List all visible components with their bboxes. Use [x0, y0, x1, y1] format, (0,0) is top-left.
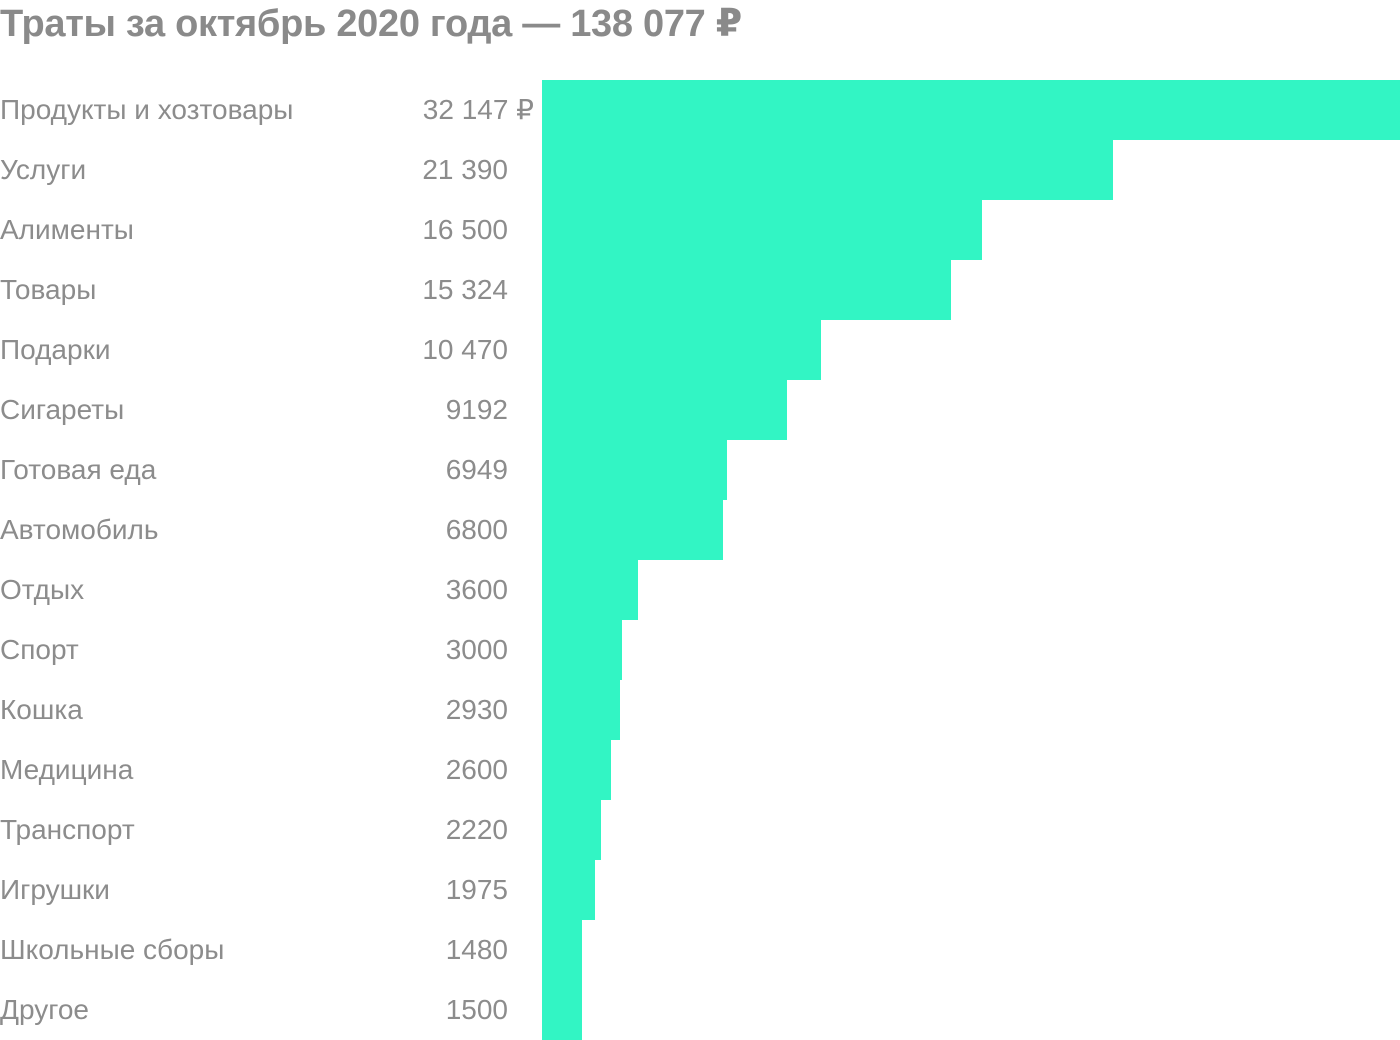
- bar-row: Автомобиль 6800: [0, 500, 1400, 560]
- bar: [542, 260, 951, 320]
- value-label: 2220: [445, 814, 508, 845]
- category-label: Автомобиль: [0, 514, 159, 545]
- bar: [542, 560, 638, 620]
- bar: [542, 740, 611, 800]
- bar-chart: Продукты и хозтовары 32 147 ₽ Услуги 21 390…: [0, 80, 1400, 1040]
- bar-row: Готовая еда 6949: [0, 440, 1400, 500]
- bar-row: Товары 15 324: [0, 260, 1400, 320]
- category-label: Школьные сборы: [0, 934, 225, 965]
- bar: [542, 320, 821, 380]
- category-label: Транспорт: [0, 814, 135, 845]
- category-label: Кошка: [0, 694, 83, 725]
- bar-row: Услуги 21 390: [0, 140, 1400, 200]
- bar: [542, 620, 622, 680]
- value-label: 2930: [445, 694, 508, 725]
- bar-row: Продукты и хозтовары 32 147 ₽: [0, 80, 1400, 140]
- value-label: 6800: [445, 514, 508, 545]
- bar-row: Алименты 16 500: [0, 200, 1400, 260]
- bar-row: Кошка 2930: [0, 680, 1400, 740]
- category-label: Другое: [0, 994, 89, 1025]
- value-label: 3000: [445, 634, 508, 665]
- value-label: 3600: [445, 574, 508, 605]
- bar-row: Подарки 10 470: [0, 320, 1400, 380]
- value-label: 2600: [445, 754, 508, 785]
- bar: [542, 140, 1113, 200]
- category-label: Сигареты: [0, 394, 125, 425]
- category-label: Спорт: [0, 634, 79, 665]
- bar-row: Медицина 2600: [0, 740, 1400, 800]
- value-label: 10 470: [422, 334, 508, 365]
- bar: [542, 860, 595, 920]
- bar-row: Спорт 3000: [0, 620, 1400, 680]
- bar: [542, 200, 982, 260]
- value-label: 16 500: [422, 214, 508, 245]
- category-label: Услуги: [0, 154, 87, 185]
- bar: [542, 920, 582, 980]
- value-label: 6949: [445, 454, 508, 485]
- category-label: Готовая еда: [0, 454, 157, 485]
- chart-title: Траты за октябрь 2020 года — 138 077 ₽: [0, 3, 742, 45]
- bar-row: Сигареты 9192: [0, 380, 1400, 440]
- bar: [542, 500, 723, 560]
- bar-row: Отдых 3600: [0, 560, 1400, 620]
- bar-row: Другое 1500: [0, 980, 1400, 1040]
- category-label: Игрушки: [0, 874, 110, 905]
- bar: [542, 680, 620, 740]
- bar: [542, 980, 582, 1040]
- category-label: Продукты и хозтовары: [0, 94, 294, 125]
- bar: [542, 380, 787, 440]
- bar: [542, 800, 601, 860]
- category-label: Подарки: [0, 334, 111, 365]
- category-label: Отдых: [0, 574, 85, 605]
- bar-row: Школьные сборы 1480: [0, 920, 1400, 980]
- bar-row: Транспорт 2220: [0, 800, 1400, 860]
- value-label: 15 324: [422, 274, 508, 305]
- value-label: 1975: [445, 874, 508, 905]
- value-label: 21 390: [422, 154, 508, 185]
- bar: [542, 440, 727, 500]
- bar-row: Игрушки 1975: [0, 860, 1400, 920]
- value-label: 9192: [445, 394, 508, 425]
- value-label: 1480: [445, 934, 508, 965]
- category-label: Медицина: [0, 754, 134, 785]
- category-label: Алименты: [0, 214, 134, 245]
- bar: [542, 80, 1400, 140]
- category-label: Товары: [0, 274, 97, 305]
- value-label: 32 147 ₽: [422, 94, 534, 125]
- value-label: 1500: [445, 994, 508, 1025]
